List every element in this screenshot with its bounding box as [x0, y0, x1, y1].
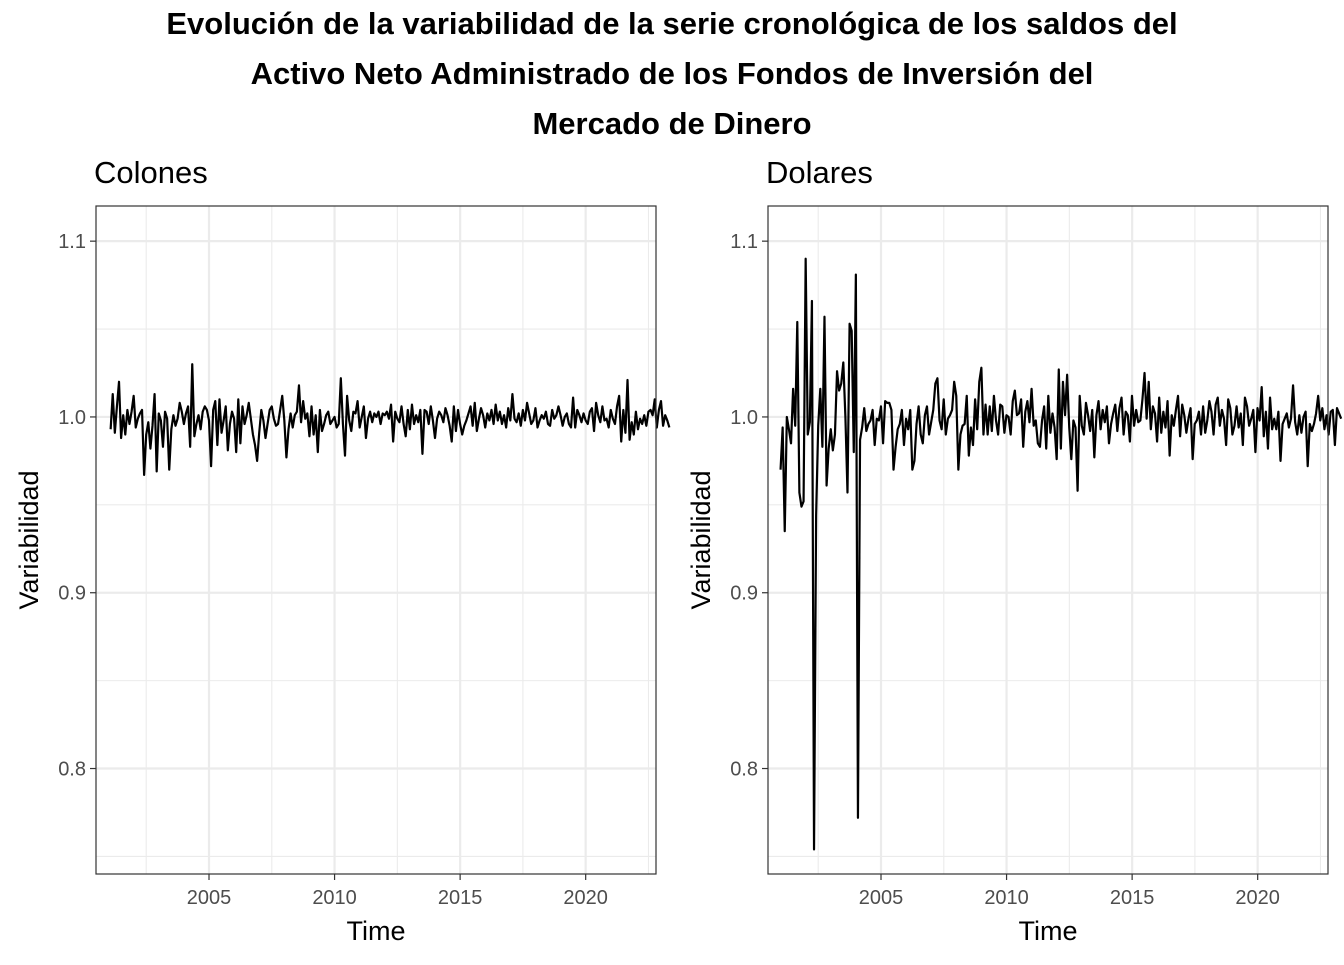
series-line [109, 363, 671, 477]
chart-panels: 2005 2010 2015 2020 0.8 0.9 1.0 1.1 Colones Time V… [14, 155, 1343, 946]
x-tick-label: 2020 [563, 887, 608, 909]
x-axis-title: Time [347, 916, 406, 946]
panel-title: Dolares [766, 155, 873, 190]
x-tick-label: 2020 [1235, 887, 1280, 909]
x-tick-label: 2010 [312, 887, 357, 909]
chart-title-line-1: Evolución de la variabilidad de la serie… [166, 6, 1177, 41]
x-tick-label: 2005 [187, 887, 232, 909]
panel-border [767, 205, 1329, 875]
x-axis-title: Time [1019, 916, 1078, 946]
y-tick-label: 0.9 [730, 583, 758, 605]
y-tick-label: 1.1 [58, 231, 86, 253]
x-tick-label: 2005 [859, 887, 904, 909]
chart-title-line-2: Activo Neto Administrado de los Fondos d… [251, 56, 1094, 91]
y-tick-label: 0.9 [58, 583, 86, 605]
y-tick-label: 0.8 [730, 759, 758, 781]
y-tick-label: 1.0 [58, 407, 86, 429]
y-tick-label: 1.0 [730, 407, 758, 429]
panel-title: Colones [94, 155, 208, 190]
panel-0: 2005 2010 2015 2020 0.8 0.9 1.0 1.1 Colones Time V… [14, 155, 671, 946]
x-tick-label: 2015 [438, 887, 483, 909]
chart-title-line-3: Mercado de Dinero [532, 106, 811, 141]
x-tick-label: 2010 [984, 887, 1029, 909]
x-tick-label: 2015 [1110, 887, 1155, 909]
panel-1: 2005 2010 2015 2020 0.8 0.9 1.0 1.1 Dolares Time V… [686, 155, 1343, 946]
panel-border [95, 205, 657, 875]
y-tick-label: 1.1 [730, 231, 758, 253]
y-axis-title: Variabilidad [14, 470, 44, 609]
series-line [779, 257, 1343, 851]
y-tick-label: 0.8 [58, 759, 86, 781]
y-axis-title: Variabilidad [686, 470, 716, 609]
